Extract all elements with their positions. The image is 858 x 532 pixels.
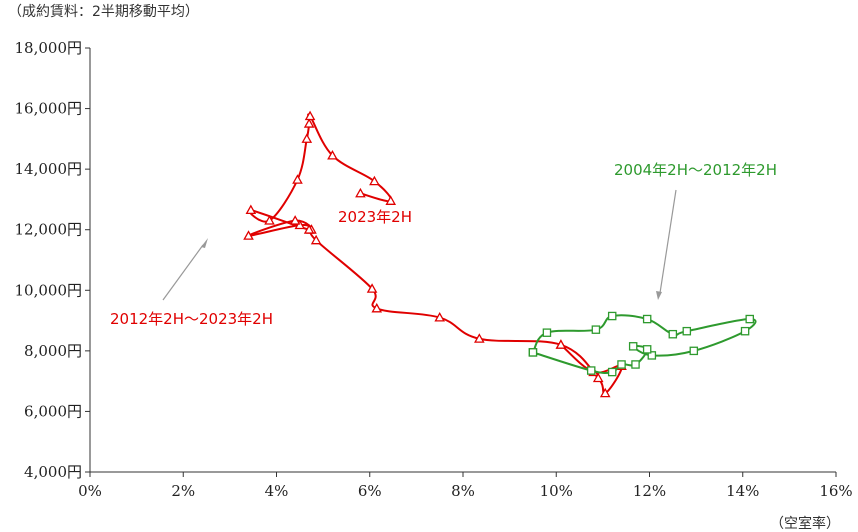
data-point-triangle: [301, 133, 313, 143]
y-tick-label: 8,000円: [24, 342, 82, 360]
data-point-triangle: [369, 175, 380, 186]
data-point-square: [607, 311, 617, 321]
y-tick-label: 4,000円: [24, 463, 82, 481]
data-point-square: [591, 325, 601, 334]
y-tick-label: 14,000円: [15, 160, 83, 178]
annotation-2012-2023: 2012年2H～2023年2H: [110, 310, 273, 328]
data-point-square: [642, 345, 652, 354]
data-point-triangle: [294, 219, 306, 230]
data-point-triangle: [243, 230, 254, 240]
data-point-square: [542, 328, 552, 337]
data-point-square: [745, 314, 754, 324]
data-point-square: [528, 348, 538, 357]
data-point-triangle: [304, 110, 316, 121]
x-axis-title: （空室率）: [770, 515, 840, 532]
y-tick-label: 16,000円: [15, 100, 83, 118]
data-point-square: [689, 346, 699, 356]
ticks: 4,000円 6,000円 8,000円 10,000円 12,000円 14,000円 1…: [15, 39, 853, 500]
y-axis-title: （成約賃料：2半期移動平均）: [8, 4, 199, 20]
data-point-triangle: [303, 224, 315, 234]
arrow-red: [162, 244, 204, 301]
data-point-triangle: [245, 204, 257, 215]
arrowhead-red-icon: [201, 238, 208, 248]
data-point-triangle: [289, 215, 301, 225]
data-point-square: [607, 367, 617, 377]
data-point-triangle: [310, 234, 322, 245]
y-tick-label: 10,000円: [15, 281, 83, 299]
y-tick-label: 18,000円: [15, 39, 83, 57]
x-tick-label: 4%: [265, 482, 289, 500]
y-tick-label: 12,000円: [15, 221, 83, 239]
x-tick-label: 16%: [819, 482, 852, 500]
data-point-square: [617, 360, 626, 369]
annotation-2004-2012: 2004年2H～2012年2H: [614, 161, 777, 179]
data-point-triangle: [474, 333, 485, 343]
data-point-square: [631, 360, 640, 369]
x-tick-label: 2%: [171, 482, 195, 500]
data-point-triangle: [292, 174, 303, 184]
x-tick-label: 6%: [358, 482, 382, 500]
data-point-square: [642, 314, 652, 324]
arrow-green: [659, 189, 677, 294]
x-tick-label: 12%: [633, 482, 666, 500]
data-point-triangle: [303, 118, 315, 128]
series-line-0: [247, 113, 623, 395]
x-tick-label: 0%: [78, 482, 102, 500]
data-point-triangle: [599, 387, 611, 398]
data-point-triangle: [592, 372, 604, 383]
annotation-2023-2h: 2023年2H: [338, 208, 412, 226]
data-point-square: [586, 366, 596, 375]
annotations: 2023年2H 2012年2H～2023年2H 2004年2H～2012年2H: [110, 161, 777, 328]
data-point-triangle: [434, 312, 445, 322]
series-layer: [243, 110, 757, 398]
data-point-triangle: [355, 187, 366, 198]
arrowhead-green-icon: [656, 291, 662, 300]
axes: [89, 48, 836, 473]
data-point-triangle: [264, 215, 275, 225]
x-tick-label: 10%: [540, 482, 573, 500]
data-point-triangle: [366, 283, 378, 293]
x-tick-label: 8%: [451, 482, 475, 500]
data-point-triangle: [385, 195, 397, 205]
y-tick-label: 6,000円: [24, 402, 82, 420]
x-tick-label: 14%: [726, 482, 759, 500]
data-point-square: [682, 326, 692, 336]
data-point-square: [740, 326, 750, 336]
series-line-1: [532, 314, 757, 375]
data-point-triangle: [555, 339, 567, 349]
data-point-square: [647, 351, 657, 360]
data-point-triangle: [327, 149, 338, 160]
data-point-square: [628, 342, 638, 351]
data-point-square: [668, 329, 678, 339]
data-point-triangle: [371, 302, 383, 313]
